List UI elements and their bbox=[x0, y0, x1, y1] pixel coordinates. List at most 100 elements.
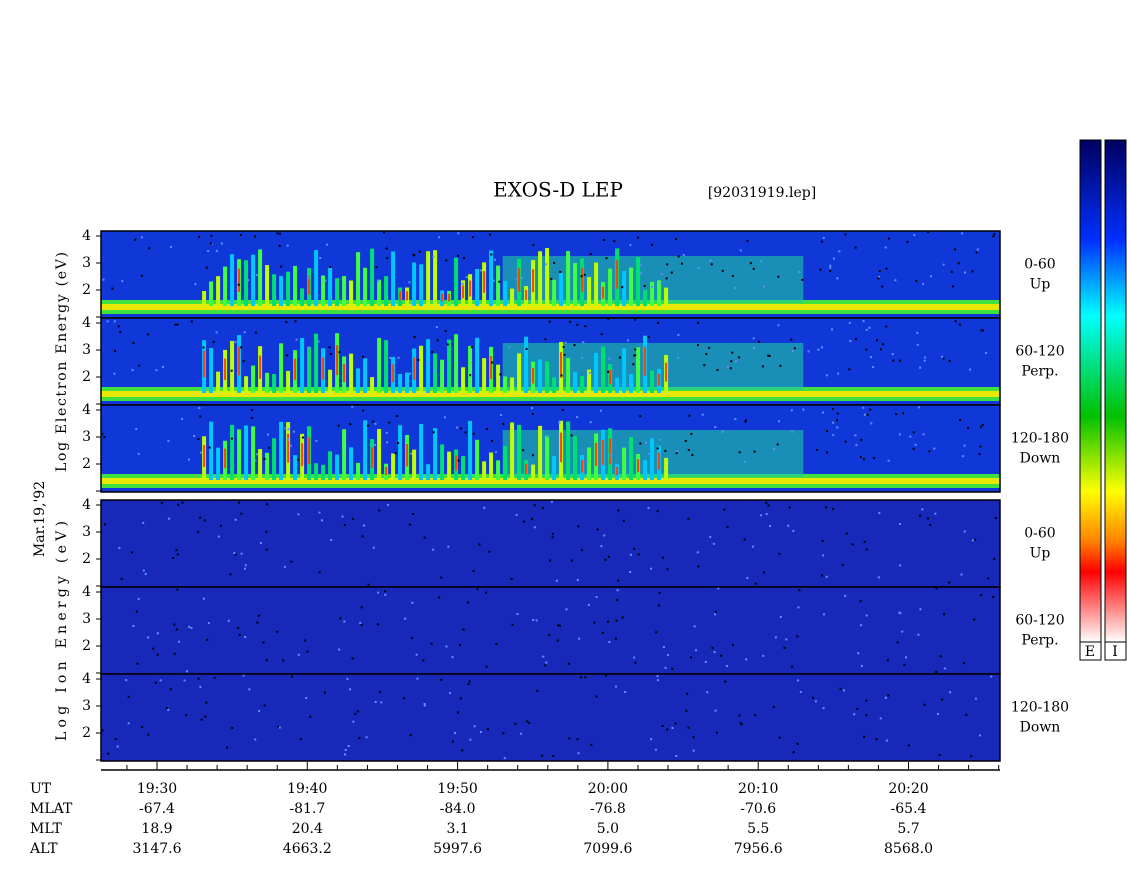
noise bbox=[459, 697, 462, 700]
y-tick-label: 4 bbox=[82, 228, 91, 244]
noise bbox=[607, 555, 610, 558]
noise bbox=[657, 604, 660, 607]
spectrogram-background bbox=[101, 587, 1000, 674]
angle-label: 60-120 bbox=[1015, 613, 1064, 629]
noise bbox=[599, 409, 602, 412]
noise bbox=[453, 731, 456, 734]
noise bbox=[922, 433, 925, 436]
burst bbox=[637, 459, 640, 473]
burst bbox=[384, 340, 389, 393]
noise bbox=[557, 624, 560, 627]
noise bbox=[819, 268, 822, 271]
noise bbox=[838, 250, 841, 253]
noise bbox=[483, 506, 486, 509]
noise bbox=[814, 700, 817, 703]
burst bbox=[300, 337, 305, 393]
noise bbox=[573, 344, 576, 347]
y-axis-label: Log Ion Energy (eV) bbox=[54, 521, 70, 741]
row-label: UT bbox=[30, 781, 52, 797]
noise bbox=[941, 698, 944, 701]
burst bbox=[629, 374, 634, 393]
noise bbox=[829, 269, 832, 272]
noise bbox=[103, 436, 106, 439]
noise bbox=[901, 630, 904, 633]
noise bbox=[914, 443, 917, 446]
burst bbox=[321, 464, 326, 480]
noise bbox=[299, 738, 302, 741]
noise bbox=[457, 232, 460, 235]
noise bbox=[942, 263, 945, 266]
noise bbox=[783, 646, 786, 649]
noise bbox=[656, 447, 659, 450]
noise bbox=[127, 722, 130, 725]
noise bbox=[417, 359, 420, 362]
noise bbox=[107, 752, 110, 755]
noise bbox=[423, 702, 426, 705]
burst bbox=[532, 367, 535, 384]
y-tick-label: 4 bbox=[82, 584, 91, 600]
burst bbox=[286, 271, 291, 306]
noise bbox=[726, 525, 729, 528]
noise bbox=[156, 632, 159, 635]
noise bbox=[929, 523, 932, 526]
noise bbox=[580, 549, 583, 552]
noise bbox=[197, 677, 200, 680]
noise bbox=[734, 418, 737, 421]
noise bbox=[233, 552, 236, 555]
noise bbox=[922, 282, 925, 285]
noise bbox=[290, 560, 293, 563]
noise bbox=[712, 542, 715, 545]
burst bbox=[356, 252, 361, 306]
noise bbox=[116, 745, 119, 748]
noise bbox=[262, 641, 265, 644]
noise bbox=[868, 326, 871, 329]
noise bbox=[726, 665, 729, 668]
noise bbox=[892, 359, 895, 362]
noise bbox=[346, 678, 349, 681]
noise bbox=[855, 443, 858, 446]
noise bbox=[787, 524, 790, 527]
noise bbox=[796, 742, 799, 745]
noise bbox=[239, 234, 242, 237]
burst bbox=[398, 373, 403, 393]
noise bbox=[791, 350, 794, 353]
noise bbox=[326, 243, 329, 246]
spectrogram bbox=[101, 405, 1000, 492]
noise bbox=[227, 619, 230, 622]
noise bbox=[767, 354, 770, 357]
burst bbox=[587, 276, 592, 306]
noise bbox=[193, 434, 196, 437]
noise bbox=[237, 501, 240, 504]
noise bbox=[655, 631, 658, 634]
noise bbox=[615, 619, 618, 622]
noise bbox=[740, 723, 743, 726]
noise bbox=[385, 247, 388, 250]
noise bbox=[278, 726, 281, 729]
noise bbox=[872, 366, 875, 369]
noise bbox=[176, 323, 179, 326]
noise bbox=[647, 506, 650, 509]
noise bbox=[899, 564, 902, 567]
low-energy-band bbox=[101, 391, 1000, 397]
noise bbox=[432, 548, 435, 551]
noise bbox=[822, 613, 825, 616]
noise bbox=[254, 459, 257, 462]
noise bbox=[600, 333, 603, 336]
noise bbox=[807, 350, 810, 353]
noise bbox=[244, 564, 247, 567]
noise bbox=[536, 689, 539, 692]
noise bbox=[544, 338, 547, 341]
noise bbox=[951, 285, 954, 288]
noise bbox=[202, 597, 205, 600]
noise bbox=[701, 413, 704, 416]
burst bbox=[580, 375, 585, 393]
noise bbox=[876, 339, 879, 342]
noise bbox=[319, 257, 322, 260]
noise bbox=[237, 283, 240, 286]
noise bbox=[865, 714, 868, 717]
row-value: 20.4 bbox=[292, 821, 323, 837]
noise bbox=[432, 255, 435, 258]
colorbar-label: E bbox=[1085, 644, 1095, 660]
burst bbox=[524, 336, 529, 393]
